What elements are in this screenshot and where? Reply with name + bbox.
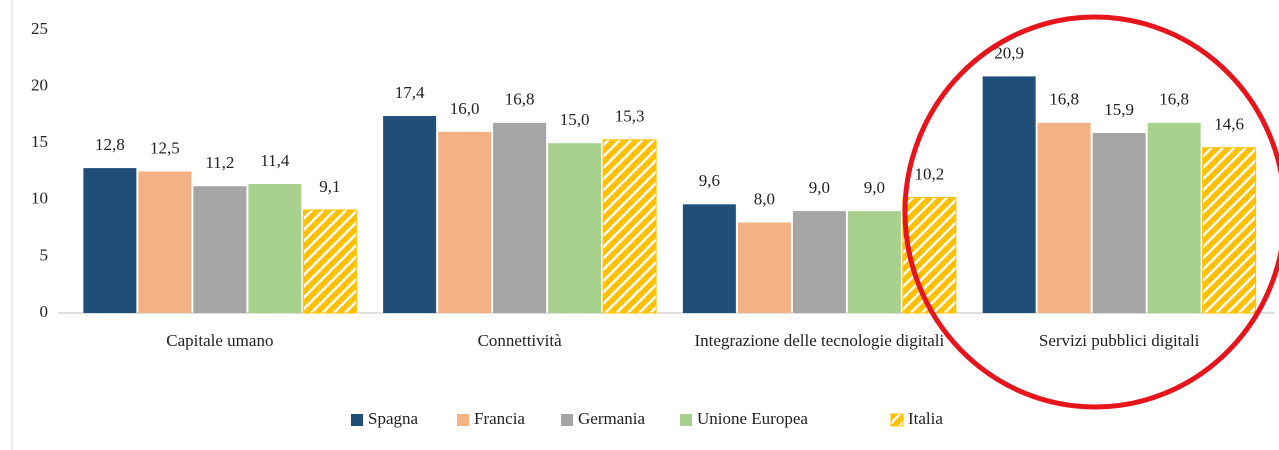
value-label: 15,9 <box>1104 100 1134 119</box>
legend-swatch <box>680 414 692 426</box>
value-label: 10,2 <box>915 164 945 183</box>
y-tick-label: 0 <box>40 302 49 321</box>
value-label: 12,5 <box>150 138 180 157</box>
y-tick-label: 10 <box>31 189 48 208</box>
y-tick-label: 5 <box>40 245 49 264</box>
y-tick-label: 20 <box>31 76 48 95</box>
bar <box>737 222 791 313</box>
bar <box>548 143 602 313</box>
value-label: 14,6 <box>1214 115 1244 134</box>
legend-label: Unione Europea <box>697 409 808 428</box>
value-label: 8,0 <box>754 189 775 208</box>
bar <box>193 186 247 313</box>
bar <box>847 211 901 313</box>
bar <box>982 76 1036 313</box>
legend-swatch <box>890 413 904 427</box>
legend-label: Francia <box>474 409 525 428</box>
bar <box>248 183 302 313</box>
value-label: 15,3 <box>615 107 645 126</box>
value-label: 17,4 <box>395 83 425 102</box>
bar <box>493 122 547 313</box>
value-label: 16,8 <box>505 90 535 109</box>
y-tick-label: 15 <box>31 132 48 151</box>
y-tick-label: 25 <box>31 19 48 38</box>
bar <box>138 171 192 313</box>
value-label: 9,0 <box>809 178 830 197</box>
value-label: 9,6 <box>699 171 720 190</box>
value-label: 12,8 <box>95 135 125 154</box>
highlight-circle <box>902 14 1279 410</box>
bar <box>383 116 437 313</box>
bar <box>1147 122 1201 313</box>
value-label: 11,2 <box>205 153 234 172</box>
value-label: 16,8 <box>1049 90 1079 109</box>
bar <box>302 209 357 314</box>
value-label: 16,0 <box>450 99 480 118</box>
legend-swatch <box>351 414 363 426</box>
legend-label: Spagna <box>368 409 419 428</box>
frame <box>11 0 13 450</box>
x-tick-label: Servizi pubblici digitali <box>1038 331 1200 350</box>
x-tick-label: Capitale umano <box>166 331 274 350</box>
bar <box>438 131 492 313</box>
legend-label: Italia <box>908 409 943 428</box>
value-label: 11,4 <box>260 151 290 170</box>
value-label: 20,9 <box>994 43 1024 62</box>
bar <box>602 139 657 314</box>
x-tick-label: Integrazione delle tecnologie digitali <box>694 331 945 350</box>
bar <box>1202 147 1257 314</box>
bar <box>682 204 736 313</box>
x-tick-label: Connettività <box>477 331 562 350</box>
legend-swatch <box>457 414 469 426</box>
value-label: 15,0 <box>560 110 590 129</box>
bar <box>1092 133 1146 313</box>
value-label: 16,8 <box>1159 90 1189 109</box>
value-label: 9,0 <box>864 178 885 197</box>
value-label: 9,1 <box>319 177 340 196</box>
bar <box>83 168 137 313</box>
legend-label: Germania <box>578 409 645 428</box>
bar <box>792 211 846 313</box>
bar <box>1037 122 1091 313</box>
legend-swatch <box>561 414 573 426</box>
